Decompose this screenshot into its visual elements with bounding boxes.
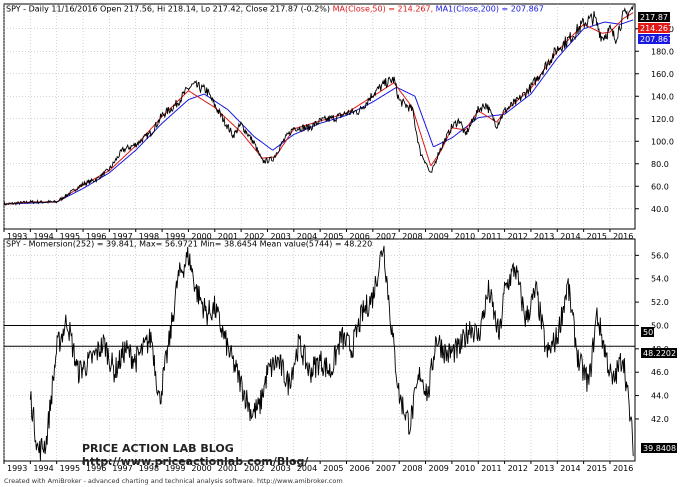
y-tick-label: 140.0 <box>651 92 674 101</box>
x-tick-label: 2000 <box>191 232 211 241</box>
x-tick-label: 2004 <box>297 464 317 473</box>
ma200-label: MA1(Close,200) = 207.867 <box>436 5 544 14</box>
momersion-x-axis: 1993 1994 1995 1996 1997 1998 1999 2000 2001 2002… <box>3 461 633 473</box>
x-tick-label: 1996 <box>86 464 106 473</box>
price-panel-frame <box>3 3 636 230</box>
momersion-header: SPY - Momersion(252) = 39.841, Max= 56.9… <box>6 240 372 249</box>
price-series <box>3 5 634 206</box>
x-tick-label: 2016 <box>613 232 633 241</box>
price-badges: 217.87 214.267 207.867 <box>638 12 673 44</box>
y-tick-label: 42.0 <box>651 415 669 424</box>
momersion-grid <box>3 239 635 461</box>
y-tick-label: 44.0 <box>651 392 669 401</box>
x-tick-label: 2003 <box>270 464 290 473</box>
x-tick-label: 2010 <box>455 232 475 241</box>
y-tick-label: 40.0 <box>651 205 669 214</box>
x-tick-label: 2001 <box>218 464 238 473</box>
momersion-badges: 50 48.2202 39.8408 <box>641 327 677 453</box>
x-tick-label: 2015 <box>587 232 607 241</box>
x-tick-label: 1993 <box>7 464 27 473</box>
badge-last-value: 39.8408 <box>643 444 676 453</box>
watermark-url: http://www.priceactionlab.com/Blog/ <box>82 455 309 468</box>
x-tick-label: 2007 <box>376 232 396 241</box>
y-tick-label: 160.0 <box>651 70 674 79</box>
x-tick-label: 2016 <box>613 464 633 473</box>
badge-ma50: 214.267 <box>640 24 673 33</box>
x-tick-label: 2002 <box>244 464 264 473</box>
series-line <box>29 245 634 462</box>
x-tick-label: 2015 <box>587 464 607 473</box>
x-tick-label: 2003 <box>270 232 290 241</box>
y-tick-label: 52.0 <box>651 298 669 307</box>
momersion-panel: 42.044.046.048.050.052.054.056.0 1993199… <box>3 238 677 473</box>
x-tick-label: 2004 <box>297 232 317 241</box>
x-tick-label: 2008 <box>402 232 422 241</box>
x-tick-label: 1999 <box>165 464 185 473</box>
watermark-title: PRICE ACTION LAB BLOG <box>82 442 234 455</box>
x-tick-label: 1996 <box>86 232 106 241</box>
x-tick-label: 1994 <box>33 464 53 473</box>
x-tick-label: 2011 <box>481 232 501 241</box>
price-header-prefix: SPY - Daily 11/16/2016 Open 217.56, Hi 2… <box>6 5 330 14</box>
x-tick-label: 1998 <box>139 232 159 241</box>
x-tick-label: 2009 <box>429 232 449 241</box>
x-tick-label: 2005 <box>323 464 343 473</box>
x-tick-label: 2009 <box>429 464 449 473</box>
x-tick-label: 2006 <box>349 232 369 241</box>
series-line <box>3 5 634 206</box>
x-tick-label: 1995 <box>60 232 80 241</box>
x-tick-label: 2014 <box>560 464 580 473</box>
x-tick-label: 2011 <box>481 464 501 473</box>
x-tick-label: 1999 <box>165 232 185 241</box>
badge-ma200: 207.867 <box>640 35 673 44</box>
momersion-series <box>29 245 634 462</box>
x-tick-label: 2010 <box>455 464 475 473</box>
x-tick-label: 2012 <box>508 232 528 241</box>
y-tick-label: 100.0 <box>651 137 674 146</box>
x-tick-label: 2005 <box>323 232 343 241</box>
footer-credit: Created with AmiBroker - advanced charti… <box>4 477 343 485</box>
price-panel: 40.0 60.0 80.0 100.0 120.0 140.0 160.0 180.0 200… <box>3 3 674 241</box>
x-tick-label: 2007 <box>376 464 396 473</box>
y-tick-label: 80.0 <box>651 160 669 169</box>
x-tick-label: 2006 <box>349 464 369 473</box>
badge-level-50: 50 <box>643 328 653 337</box>
x-tick-label: 2013 <box>534 232 554 241</box>
ma50-label: MA(Close,50) = 214.267, <box>333 5 434 14</box>
badge-close: 217.87 <box>640 13 668 22</box>
y-tick-label: 120.0 <box>651 115 674 124</box>
x-tick-label: 2001 <box>218 232 238 241</box>
x-tick-label: 2014 <box>560 232 580 241</box>
momersion-reference-lines <box>4 324 635 347</box>
y-tick-label: 180.0 <box>651 47 674 56</box>
y-tick-label: 60.0 <box>651 182 669 191</box>
x-tick-label: 1995 <box>60 464 80 473</box>
y-tick-label: 54.0 <box>651 275 669 284</box>
badge-mean: 48.2202 <box>643 349 676 358</box>
y-tick-label: 56.0 <box>651 251 669 260</box>
x-tick-label: 2000 <box>191 464 211 473</box>
price-header-text: SPY - Daily 11/16/2016 Open 217.56, Hi 2… <box>6 5 544 14</box>
x-tick-label: 2012 <box>508 464 528 473</box>
y-tick-label: 50.0 <box>651 321 669 330</box>
x-tick-label: 1998 <box>139 464 159 473</box>
x-tick-label: 1993 <box>7 232 27 241</box>
x-tick-label: 1997 <box>112 464 132 473</box>
x-tick-label: 2002 <box>244 232 264 241</box>
x-tick-label: 2013 <box>534 464 554 473</box>
price-grid <box>3 4 635 229</box>
x-tick-label: 1997 <box>112 232 132 241</box>
y-tick-label: 46.0 <box>651 368 669 377</box>
price-x-axis: 1993 1994 1995 1996 1997 1998 1999 2000 2001 2002… <box>3 229 633 241</box>
x-tick-label: 2008 <box>402 464 422 473</box>
x-tick-label: 1994 <box>33 232 53 241</box>
